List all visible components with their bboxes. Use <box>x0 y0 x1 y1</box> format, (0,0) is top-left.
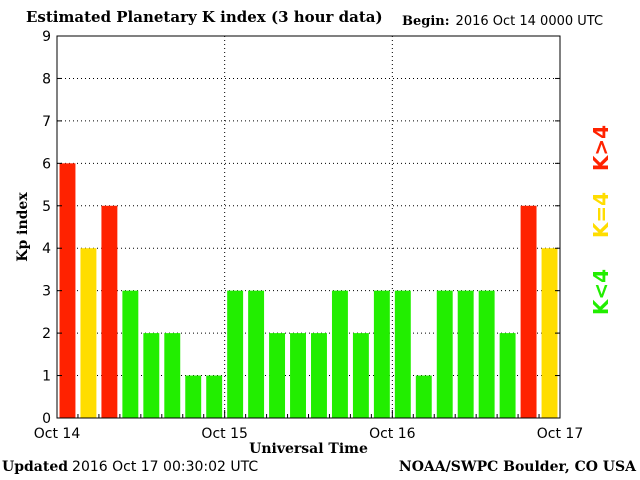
kp-bar <box>373 290 390 418</box>
legend-item: K<4 <box>589 269 613 315</box>
y-tick-label: 9 <box>42 29 51 45</box>
bar-series <box>59 163 558 418</box>
y-tick-label: 4 <box>42 241 51 257</box>
kp-bar <box>311 333 327 418</box>
y-axis-title: Kp index <box>15 192 31 262</box>
kp-bar <box>331 290 348 418</box>
begin-label: Begin: <box>402 14 450 29</box>
credit-text: NOAA/SWPC Boulder, CO USA <box>398 459 636 475</box>
y-tick-label: 0 <box>42 411 51 427</box>
y-tick-label: 5 <box>42 199 51 215</box>
kp-bar <box>541 248 558 418</box>
updated-value: 2016 Oct 17 00:30:02 UTC <box>72 459 259 475</box>
x-axis: Oct 14 Oct 15 Oct 16 Oct 17 <box>34 410 583 442</box>
kp-bar <box>269 333 286 418</box>
kp-bar <box>80 248 97 418</box>
kp-bar <box>499 333 516 418</box>
kp-bar <box>122 290 139 418</box>
chart-title: Estimated Planetary K index (3 hour data… <box>26 8 383 26</box>
kp-bar <box>290 333 306 418</box>
kp-bar <box>352 333 369 418</box>
x-axis-title: Universal Time <box>249 441 368 457</box>
y-tick-label: 7 <box>42 114 51 130</box>
x-tick-label: Oct 14 <box>34 426 81 442</box>
kp-bar <box>101 205 118 418</box>
y-axis: 0 1 2 3 4 5 6 7 8 9 <box>42 29 560 427</box>
y-tick-label: 1 <box>42 369 51 385</box>
kp-bar <box>206 375 223 418</box>
kp-bar <box>457 290 474 418</box>
kp-bar <box>248 290 265 418</box>
y-tick-label: 8 <box>42 71 51 87</box>
legend-item: K>4 <box>589 125 613 171</box>
kp-bar <box>185 375 202 418</box>
kp-bar <box>436 290 453 418</box>
updated-label: Updated <box>2 459 69 475</box>
x-tick-label: Oct 17 <box>537 426 583 442</box>
kp-bar <box>478 290 495 418</box>
y-tick-label: 3 <box>42 284 51 300</box>
kp-bar <box>415 375 432 418</box>
legend-item: K=4 <box>589 192 613 238</box>
kp-bar <box>394 290 411 418</box>
kp-bar <box>520 205 537 418</box>
kp-bar <box>227 290 244 418</box>
kp-bar <box>143 333 160 418</box>
begin-value: 2016 Oct 14 0000 UTC <box>455 14 604 29</box>
updated-info: Updated 2016 Oct 17 00:30:02 UTC <box>2 459 258 475</box>
y-tick-label: 6 <box>42 156 51 172</box>
y-tick-label: 2 <box>42 326 51 342</box>
begin-info: Begin: 2016 Oct 14 0000 UTC <box>402 14 603 29</box>
kp-bar <box>164 333 181 418</box>
x-tick-label: Oct 15 <box>201 426 247 442</box>
kp-bar <box>59 163 76 418</box>
legend: K>4 K=4 K<4 <box>589 125 613 315</box>
x-tick-label: Oct 16 <box>369 426 416 442</box>
